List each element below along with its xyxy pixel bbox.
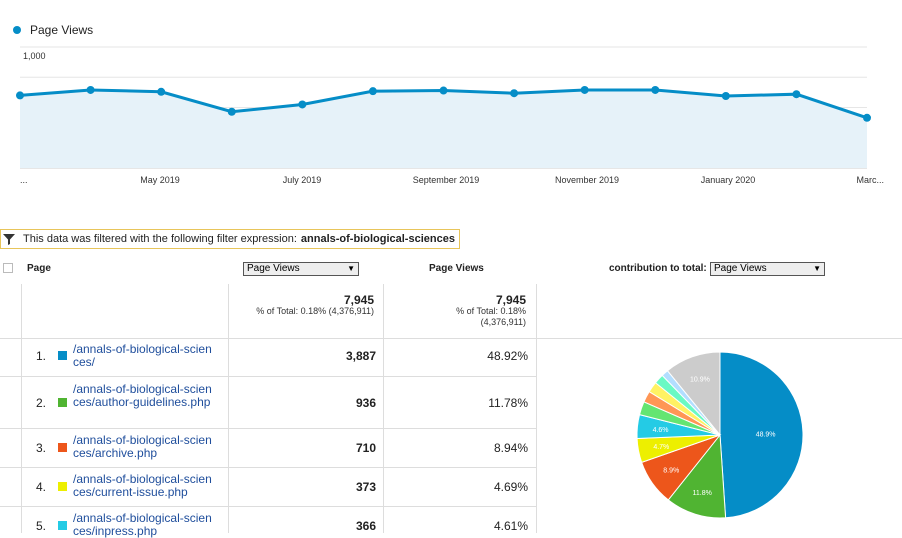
- pageviews-value: 936: [355, 396, 376, 410]
- total-percent-line: % of Total: 0.18%: [456, 306, 526, 316]
- contribution-percent: 4.69%: [493, 480, 528, 494]
- metric-select[interactable]: Page Views ▼: [243, 262, 359, 276]
- contribution-percent: 11.78%: [488, 396, 528, 410]
- divider: [0, 376, 536, 377]
- funnel-icon: [3, 234, 15, 245]
- total-percent: % of Total: 0.18% (4,376,911): [430, 306, 526, 328]
- x-tick-label: January 2020: [701, 175, 756, 185]
- x-tick-label: May 2019: [140, 175, 180, 185]
- divider: [0, 467, 536, 468]
- data-point[interactable]: [721, 92, 730, 101]
- contribution-percent: 4.61%: [493, 519, 528, 533]
- page-link[interactable]: /annals-of-biological-sciences/current-i…: [73, 472, 212, 499]
- filter-expression: annals-of-biological-sciences: [300, 233, 455, 245]
- page-link[interactable]: /annals-of-biological-sciences/: [73, 342, 212, 369]
- pie-slice-label: 8.9%: [663, 468, 679, 475]
- x-tick-label: November 2019: [555, 175, 619, 185]
- divider: [536, 284, 537, 533]
- pageviews-value: 373: [355, 480, 376, 494]
- row-number: 5.: [35, 519, 46, 533]
- dropdown-arrow-icon: ▼: [347, 264, 355, 273]
- row-color-swatch: [58, 398, 67, 407]
- divider: [0, 506, 536, 507]
- row-color-swatch: [58, 521, 67, 530]
- filter-notice: This data was filtered with the followin…: [0, 229, 460, 249]
- contribution-select[interactable]: Page Views ▼: [710, 262, 825, 276]
- row-color-swatch: [58, 443, 67, 452]
- area-fill: [20, 89, 867, 168]
- divider: [0, 338, 902, 339]
- metric-select-value: Page Views: [247, 263, 300, 274]
- divider: [228, 284, 229, 533]
- x-tick-label: July 2019: [283, 175, 322, 185]
- pageviews-value: 3,887: [345, 349, 376, 363]
- data-point[interactable]: [368, 87, 377, 96]
- contribution-percent: 8.94%: [493, 441, 528, 455]
- pie-slice[interactable]: [667, 433, 727, 519]
- legend-label: Page Views: [30, 23, 94, 37]
- pageviews-value: 366: [355, 519, 376, 533]
- pie-slice-label: 10.9%: [690, 377, 710, 384]
- contribution-select-value: Page Views: [714, 263, 767, 274]
- pie-slice-label: 4.6%: [653, 427, 669, 434]
- pie-slice-label: 11.8%: [693, 490, 712, 497]
- pie-slice-label: 48.9%: [756, 431, 776, 438]
- data-point[interactable]: [298, 100, 307, 109]
- page-link[interactable]: /annals-of-biological-sciences/archive.p…: [73, 433, 212, 460]
- filter-text: This data was filtered with the followin…: [23, 233, 297, 245]
- pie-chart: 48.9% 11.8% 8.9% 4.7% 4.6% 10.9%: [636, 351, 804, 519]
- x-tick-label: Marc...: [856, 175, 884, 185]
- chart-legend[interactable]: Page Views: [13, 23, 93, 37]
- dropdown-arrow-icon: ▼: [813, 264, 821, 273]
- contribution-percent: 48.92%: [487, 349, 528, 363]
- col-header-page[interactable]: Page: [27, 263, 51, 274]
- data-point[interactable]: [439, 86, 448, 95]
- select-all-checkbox[interactable]: [3, 263, 13, 273]
- row-color-swatch: [58, 351, 67, 360]
- page-link[interactable]: /annals-of-biological-sciences/author-gu…: [73, 382, 212, 409]
- y-tick-label: 1,000: [23, 51, 46, 61]
- data-point[interactable]: [651, 85, 660, 94]
- data-point[interactable]: [86, 85, 95, 94]
- total-value: 7,945: [495, 293, 526, 307]
- col-header-pageviews[interactable]: Page Views: [429, 263, 484, 274]
- data-point[interactable]: [16, 91, 24, 100]
- pageviews-value: 710: [355, 441, 376, 455]
- data-point[interactable]: [510, 89, 519, 98]
- pie-slice[interactable]: [719, 351, 804, 519]
- total-percent: % of Total: 0.18% (4,376,911): [256, 306, 374, 316]
- divider: [383, 284, 384, 533]
- row-number: 2.: [35, 396, 46, 410]
- x-tick-label: September 2019: [413, 175, 480, 185]
- data-point[interactable]: [580, 85, 589, 94]
- row-number: 1.: [35, 349, 46, 363]
- total-value: 7,945: [343, 293, 374, 307]
- total-percent-line: (4,376,911): [480, 317, 526, 327]
- legend-dot-icon: [13, 26, 21, 34]
- row-number: 3.: [35, 441, 46, 455]
- row-number: 4.: [35, 480, 46, 494]
- contribution-label: contribution to total:: [609, 263, 707, 274]
- data-point[interactable]: [157, 87, 166, 96]
- page-link[interactable]: /annals-of-biological-sciences/inpress.p…: [73, 511, 212, 538]
- data-point[interactable]: [792, 90, 801, 99]
- divider: [0, 428, 536, 429]
- pie-slice[interactable]: [666, 351, 721, 437]
- x-tick-label: ...: [20, 175, 28, 185]
- divider: [21, 284, 22, 533]
- data-point[interactable]: [227, 107, 236, 116]
- row-color-swatch: [58, 482, 67, 491]
- pie-slice-label: 4.7%: [653, 444, 669, 451]
- data-point[interactable]: [863, 113, 871, 122]
